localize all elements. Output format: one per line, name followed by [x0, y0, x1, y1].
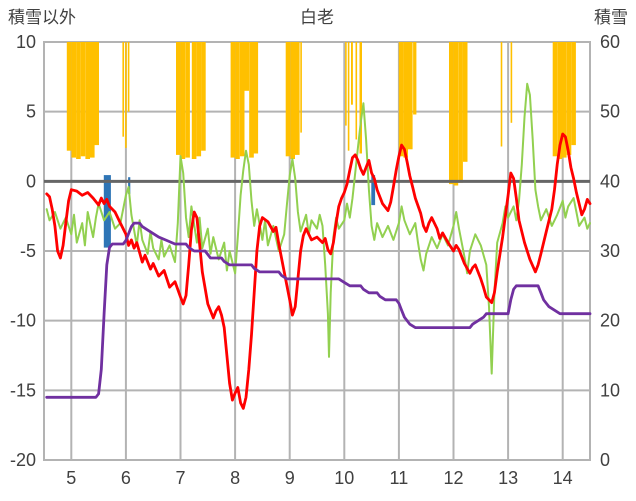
orange-bars-bar — [85, 42, 90, 159]
orange-bars-bar — [462, 42, 468, 162]
orange-bars-bar — [176, 42, 181, 155]
blue-bars-bar — [103, 175, 111, 248]
orange-bars-bar — [76, 42, 81, 159]
orange-bars-bar — [552, 42, 558, 157]
orange-bars-bar — [71, 42, 76, 158]
right-tick-label: 50 — [600, 102, 620, 122]
x-tick-label: 5 — [66, 468, 76, 488]
orange-bars-bar — [180, 42, 186, 159]
orange-bars-bar — [500, 42, 503, 147]
orange-bars-bar — [66, 42, 72, 151]
x-tick-label: 11 — [390, 468, 409, 488]
orange-bars-bar — [571, 42, 576, 146]
right-tick-label: 20 — [600, 311, 620, 331]
orange-bars-bar — [230, 42, 236, 158]
plot-border — [43, 41, 591, 461]
x-tick-label: 9 — [285, 468, 295, 488]
orange-bars-bar — [235, 42, 240, 159]
orange-bars-bar — [403, 42, 408, 158]
left-tick-label: -10 — [10, 311, 36, 331]
right-axis-title: 積雪 — [594, 8, 628, 27]
left-tick-label: 10 — [16, 32, 36, 52]
purple-line — [45, 221, 592, 399]
orange-bars-bar — [122, 42, 124, 137]
orange-bars-bar — [449, 42, 454, 185]
red-line — [45, 132, 592, 410]
x-tick-label: 6 — [121, 468, 131, 488]
right-tick-label: 0 — [600, 450, 610, 470]
orange-bars-bar — [127, 42, 130, 112]
orange-bars-bar — [351, 42, 353, 105]
orange-bars-bar — [398, 42, 404, 157]
orange-bars-bar — [253, 42, 259, 154]
orange-bars-bar — [201, 42, 206, 151]
orange-bars-bar — [408, 42, 413, 150]
x-tick-label: 8 — [230, 468, 240, 488]
x-tick-label: 10 — [334, 468, 354, 488]
orange-bars-bar — [458, 42, 463, 183]
orange-bars-bar — [566, 42, 572, 155]
orange-bars-bar — [347, 42, 350, 151]
blue-bars-bar — [128, 177, 131, 194]
orange-bars-bar — [196, 42, 202, 157]
orange-bars-bar — [80, 42, 86, 157]
orange-bars-bar — [510, 42, 513, 123]
orange-bars-bar — [413, 42, 417, 115]
x-tick-label: 13 — [498, 468, 518, 488]
blue-bars-bar — [371, 175, 376, 206]
orange-bars-bar — [453, 42, 459, 186]
orange-bars-bar — [185, 42, 190, 158]
x-tick-label: 12 — [443, 468, 463, 488]
right-tick-label: 60 — [600, 32, 620, 52]
left-axis-title: 積雪以外 — [8, 8, 76, 27]
chart-title: 白老 — [300, 8, 334, 27]
orange-bars-bar — [125, 42, 127, 148]
x-tick-label: 14 — [553, 468, 573, 488]
green-line — [45, 82, 591, 375]
orange-bars-bar — [290, 42, 295, 159]
orange-bars-bar — [295, 42, 300, 155]
orange-bars-bar — [345, 42, 347, 126]
orange-bars-bar — [191, 42, 197, 159]
left-tick-label: -20 — [10, 450, 36, 470]
right-tick-label: 10 — [600, 380, 620, 400]
left-tick-label: 5 — [26, 102, 36, 122]
orange-bars-bar — [249, 42, 254, 158]
orange-bars-bar — [359, 42, 362, 154]
orange-bars-bar — [300, 42, 302, 133]
orange-bars-bar — [557, 42, 562, 159]
orange-bars-bar — [239, 42, 245, 157]
orange-bars-bar — [562, 42, 567, 158]
right-tick-label: 40 — [600, 171, 620, 191]
right-tick-label: 30 — [600, 241, 620, 261]
orange-bars-bar — [244, 42, 250, 91]
orange-bars-bar — [90, 42, 95, 158]
orange-bars-bar — [94, 42, 99, 146]
x-tick-label: 7 — [175, 468, 185, 488]
orange-bars-bar — [285, 42, 291, 157]
left-tick-label: 0 — [26, 171, 36, 191]
left-tick-label: -15 — [10, 380, 36, 400]
left-tick-label: -5 — [20, 241, 36, 261]
orange-bars-bar — [355, 42, 358, 140]
